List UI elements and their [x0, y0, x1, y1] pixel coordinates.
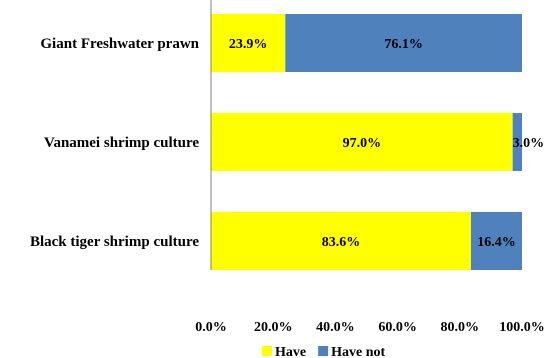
x-tick-label: 40.0% [316, 320, 355, 335]
x-tick-label: 60.0% [378, 320, 417, 335]
bar-have-black-tiger-shrimp-culture [211, 212, 471, 270]
data-label-have-not-vanamei-shrimp-culture: 3.0% [513, 136, 545, 151]
bar-have-not-vanamei-shrimp-culture [512, 113, 522, 171]
legend-label-have: Have [275, 345, 306, 358]
data-label-have-not-giant-freshwater-prawn: 76.1% [384, 37, 423, 52]
x-tick-label: 20.0% [254, 320, 293, 335]
data-label-have-giant-freshwater-prawn: 23.9% [229, 37, 268, 52]
bar-have-giant-freshwater-prawn [211, 14, 286, 72]
x-tick-label: 80.0% [441, 320, 480, 335]
bar-have-not-giant-freshwater-prawn [285, 14, 522, 72]
category-label-giant-freshwater-prawn: Giant Freshwater prawn [40, 36, 199, 52]
data-label-have-black-tiger-shrimp-culture: 83.6% [322, 235, 361, 250]
data-label-have-vanamei-shrimp-culture: 97.0% [343, 136, 382, 151]
category-label-vanamei-shrimp-culture: Vanamei shrimp culture [44, 135, 199, 151]
legend-swatch-have-not [318, 346, 329, 356]
legend-swatch-have [262, 346, 272, 356]
category-label-black-tiger-shrimp-culture: Black tiger shrimp culture [30, 234, 199, 250]
legend-label-have-not: Have not [331, 345, 385, 358]
bar-have-not-black-tiger-shrimp-culture [470, 212, 522, 270]
x-tick-label: 0.0% [195, 320, 227, 335]
data-label-have-not-black-tiger-shrimp-culture: 16.4% [477, 235, 516, 250]
bar-have-vanamei-shrimp-culture [211, 113, 513, 171]
x-tick-label: 100.0% [499, 320, 545, 335]
